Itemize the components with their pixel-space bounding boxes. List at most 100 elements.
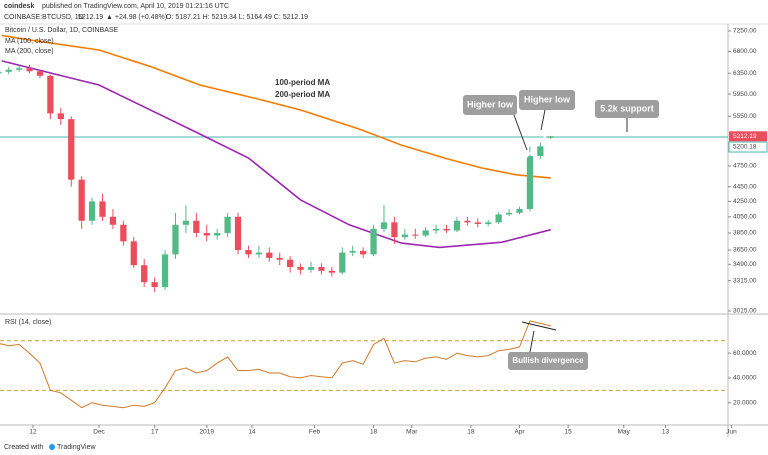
candle-body <box>36 71 44 76</box>
ohlc: O: 5187.21 H: 5219.34 L: 5164.49 C: 5212… <box>166 14 308 21</box>
candle-body <box>401 234 408 238</box>
annotation: 5.2k support <box>600 103 654 113</box>
y-tick-label: 3490.00 <box>733 261 757 268</box>
candle-body <box>328 270 335 273</box>
y-tick-label: 3850.00 <box>733 230 757 237</box>
x-tick-label: 14 <box>248 429 256 436</box>
footer-text: Created with <box>4 444 43 451</box>
ma-line <box>1 60 551 249</box>
divergence-line <box>521 321 557 331</box>
candle-body <box>453 220 461 231</box>
arrow <box>513 114 528 151</box>
candle-body <box>318 267 325 271</box>
arrow <box>540 109 546 131</box>
y-tick-label: 4450.00 <box>733 183 757 190</box>
candle-body <box>547 136 554 138</box>
price-tag <box>728 141 768 153</box>
x-tick-label: 17 <box>151 429 159 436</box>
y-tick-label: 60.0000 <box>733 350 757 357</box>
candle-body <box>0 71 2 74</box>
candle-body <box>151 282 158 288</box>
candle-body <box>214 232 221 236</box>
y-tick-label: 40.0000 <box>733 375 757 382</box>
y-tick-label: 4050.00 <box>733 214 757 221</box>
legend-title: Bitcoin / U.S. Dollar, 1D, COINBASE <box>5 27 119 34</box>
candle-body <box>266 252 273 258</box>
y-tick-label: 7250.00 <box>733 28 757 35</box>
x-tick-label: 12 <box>29 429 37 436</box>
candle-body <box>68 119 75 180</box>
y-tick-label: 3315.00 <box>733 277 757 284</box>
price-label: 5212.19 <box>733 133 757 140</box>
x-tick-label: Apr <box>514 429 525 436</box>
candle-body <box>474 222 481 224</box>
candle-body <box>245 249 252 255</box>
x-tick-label: 15 <box>565 429 573 436</box>
candle-body <box>485 222 492 224</box>
y-tick-label: 6350.00 <box>733 70 757 77</box>
candle-body <box>141 265 148 283</box>
callout <box>508 352 588 370</box>
candle-body <box>224 216 231 233</box>
rsi-line <box>0 320 551 409</box>
x-tick-label: 18 <box>370 429 378 436</box>
published: published on TradingView.com, April 10, … <box>42 3 229 10</box>
candle-body <box>380 222 388 229</box>
annotation: Higher low <box>467 99 514 109</box>
x-tick-label: Feb <box>309 429 321 436</box>
candle-body <box>412 234 419 236</box>
trendline <box>523 131 550 161</box>
candle-body <box>120 224 127 242</box>
x-tick-label: 18 <box>467 429 475 436</box>
price-tag <box>729 131 767 142</box>
candle-body <box>255 252 263 255</box>
candle-body <box>526 155 534 210</box>
y-tick-label: 6800.00 <box>733 48 757 55</box>
annotation: Bullish divergence <box>512 356 584 365</box>
candle-body <box>161 254 169 288</box>
y-tick-label: 4250.00 <box>733 198 757 205</box>
candle-body <box>370 228 377 255</box>
x-tick-label: May <box>618 429 631 436</box>
quote: 5212.19 <box>78 14 103 21</box>
candle-body <box>276 257 283 260</box>
annotation: 100-period MA <box>275 78 330 87</box>
candle-body <box>339 252 346 273</box>
ma-line <box>1 34 551 179</box>
candle-body <box>172 224 179 255</box>
callout <box>519 90 575 110</box>
brand[interactable]: coindesk <box>4 3 34 10</box>
marks: 7250.00 6800.00 6350.00 5950.00 5550.00 4750.… <box>0 28 768 436</box>
annotation: Higher low <box>524 94 571 104</box>
candle-body <box>203 232 210 236</box>
price-label: 5200.18 <box>733 144 757 151</box>
candle-body <box>182 220 190 225</box>
candle-body <box>360 250 367 255</box>
candle-body <box>57 113 64 120</box>
y-tick-label: 5950.00 <box>733 91 757 98</box>
candle-body <box>422 230 429 236</box>
candle-body <box>99 201 106 217</box>
candle-body <box>109 216 117 225</box>
candle-body <box>505 212 513 215</box>
candle-body <box>47 75 54 114</box>
candle-body <box>297 267 304 270</box>
x-tick-label: 13 <box>662 429 670 436</box>
candle-body <box>464 220 471 223</box>
change: ▲ +24.98 (+0.48%) <box>106 14 167 21</box>
x-tick-label: Dec <box>93 429 105 436</box>
candle-body <box>516 209 523 213</box>
arrow <box>529 330 535 353</box>
candle-body <box>349 250 356 253</box>
candle-body <box>307 267 315 270</box>
candle-body <box>5 69 12 72</box>
x-tick-label: Mar <box>406 429 418 436</box>
annotation: 200-period MA <box>275 90 330 99</box>
y-tick-label: 20.0000 <box>733 399 757 406</box>
footer-brand[interactable]: TradingView <box>57 444 96 451</box>
candle-body <box>287 259 294 268</box>
candle-body <box>443 228 450 231</box>
candle-body <box>26 68 33 72</box>
candle-body <box>391 222 398 238</box>
